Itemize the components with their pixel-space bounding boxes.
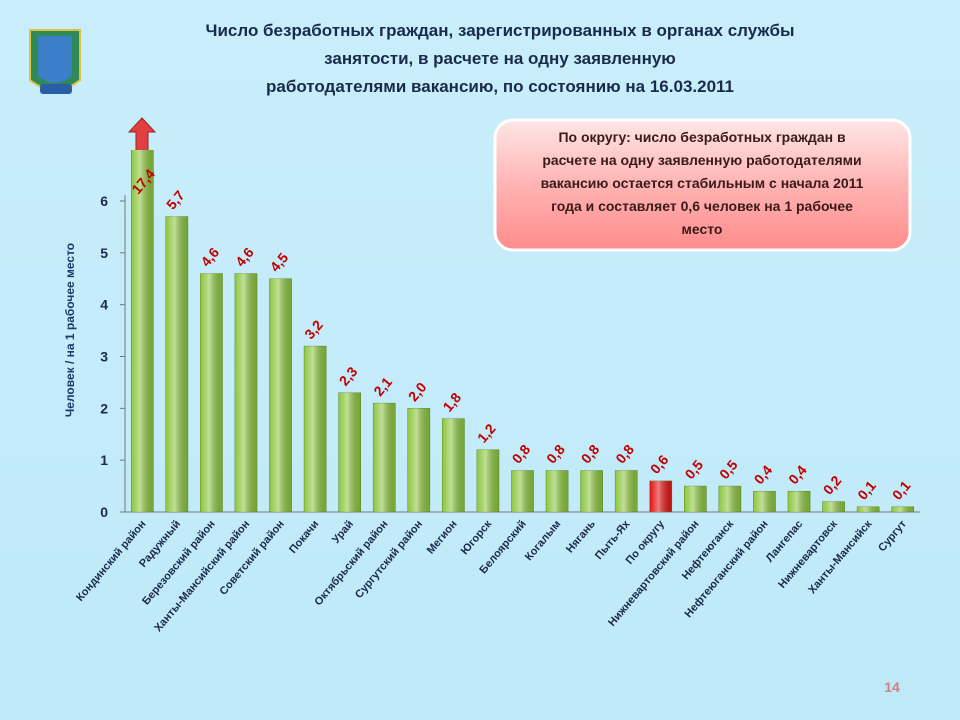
y-axis-label: Человек / на 1 рабочее место bbox=[63, 243, 77, 417]
bar-shine bbox=[615, 470, 638, 512]
value-label: 0,1 bbox=[889, 477, 914, 502]
bar-shine bbox=[234, 273, 258, 512]
annotation-line: расчете на одну заявленную работодателям… bbox=[542, 152, 861, 168]
x-tick-label: Югорск bbox=[459, 518, 495, 557]
bar-shine bbox=[200, 273, 223, 512]
y-tick-label: 2 bbox=[100, 400, 108, 416]
annotation-line: года и составляет 0,6 человек на 1 рабоч… bbox=[551, 198, 853, 214]
value-label: 2,3 bbox=[336, 363, 361, 388]
x-tick-label: Мегион bbox=[425, 518, 460, 556]
x-tick-label: Нижневартовск bbox=[776, 518, 840, 591]
y-tick-label: 5 bbox=[100, 245, 108, 261]
title-line: работодателями вакансию, по состоянию на… bbox=[266, 77, 734, 96]
x-tick-label: Урай bbox=[330, 518, 356, 546]
y-tick-label: 4 bbox=[100, 297, 108, 313]
annotation-bg bbox=[493, 118, 912, 252]
bar-shine bbox=[131, 150, 154, 512]
y-tick-label: 0 bbox=[100, 504, 108, 520]
value-label: 0,5 bbox=[681, 457, 706, 482]
value-label: 1,2 bbox=[474, 420, 499, 445]
bar-shine bbox=[718, 486, 741, 512]
x-tick-label: Когалым bbox=[523, 518, 563, 563]
value-label: 0,8 bbox=[612, 441, 637, 466]
x-tick-label: Покачи bbox=[287, 518, 321, 556]
value-label: 4,5 bbox=[267, 249, 292, 274]
value-label: 2,1 bbox=[370, 374, 395, 399]
value-label: 4,6 bbox=[232, 244, 257, 269]
value-label: 0,5 bbox=[716, 457, 741, 482]
value-label: 0,8 bbox=[543, 441, 568, 466]
x-tick-label: Советский район bbox=[217, 518, 286, 597]
bar-shine bbox=[580, 470, 603, 512]
logo bbox=[29, 29, 81, 94]
bar-shine bbox=[857, 506, 880, 512]
value-label: 3,2 bbox=[301, 317, 326, 342]
bar-shine bbox=[407, 408, 430, 512]
value-label: 2,0 bbox=[405, 379, 430, 404]
annotation-line: вакансию остается стабильным с начала 20… bbox=[541, 175, 864, 191]
bar-shine bbox=[753, 491, 776, 512]
value-label: 0,8 bbox=[578, 441, 603, 466]
annotation-box: По округу: число безработных граждан в р… bbox=[493, 118, 912, 252]
value-label: 0,1 bbox=[854, 477, 879, 502]
value-label: 5,7 bbox=[163, 187, 188, 212]
bar-shine bbox=[373, 403, 396, 512]
bar-shine bbox=[304, 346, 327, 512]
bar-shine bbox=[165, 216, 188, 512]
title: Число безработных граждан, зарегистриров… bbox=[206, 21, 795, 96]
x-tick-label: Ханты-Мансийск bbox=[806, 518, 875, 596]
bar-shine bbox=[822, 501, 845, 512]
x-tick-label: Сургут bbox=[876, 518, 909, 554]
value-label: 0,6 bbox=[647, 451, 672, 476]
bar-shine bbox=[269, 278, 292, 512]
bar-shine bbox=[787, 491, 811, 512]
y-tick-label: 6 bbox=[100, 193, 108, 209]
title-line: занятости, в расчете на одну заявленную bbox=[324, 49, 676, 68]
y-tick-label: 3 bbox=[100, 349, 108, 365]
annotation-line: место bbox=[682, 221, 723, 237]
bar-shine bbox=[684, 486, 707, 512]
x-tick-label: Сургутский район bbox=[353, 518, 425, 601]
page-number: 14 bbox=[884, 679, 900, 695]
value-label: 0,8 bbox=[509, 441, 534, 466]
bars bbox=[130, 150, 915, 512]
bar-shine bbox=[546, 470, 569, 512]
bar-shine bbox=[649, 480, 672, 512]
annotation-line: По округу: число безработных граждан в bbox=[558, 129, 846, 145]
value-label: 4,6 bbox=[197, 244, 222, 269]
title-line: Число безработных граждан, зарегистриров… bbox=[206, 21, 795, 40]
value-label: 0,4 bbox=[785, 462, 810, 487]
value-label: 0,2 bbox=[820, 472, 845, 497]
y-tick-label: 1 bbox=[100, 452, 108, 468]
value-label: 0,4 bbox=[750, 462, 775, 487]
bar-shine bbox=[511, 470, 534, 512]
x-tick-label: Нягань bbox=[564, 518, 598, 555]
bar-shine bbox=[442, 418, 465, 512]
bar-shine bbox=[476, 449, 499, 512]
bar-shine bbox=[891, 506, 914, 512]
value-label: 1,8 bbox=[439, 389, 464, 414]
bar-shine bbox=[338, 392, 361, 512]
